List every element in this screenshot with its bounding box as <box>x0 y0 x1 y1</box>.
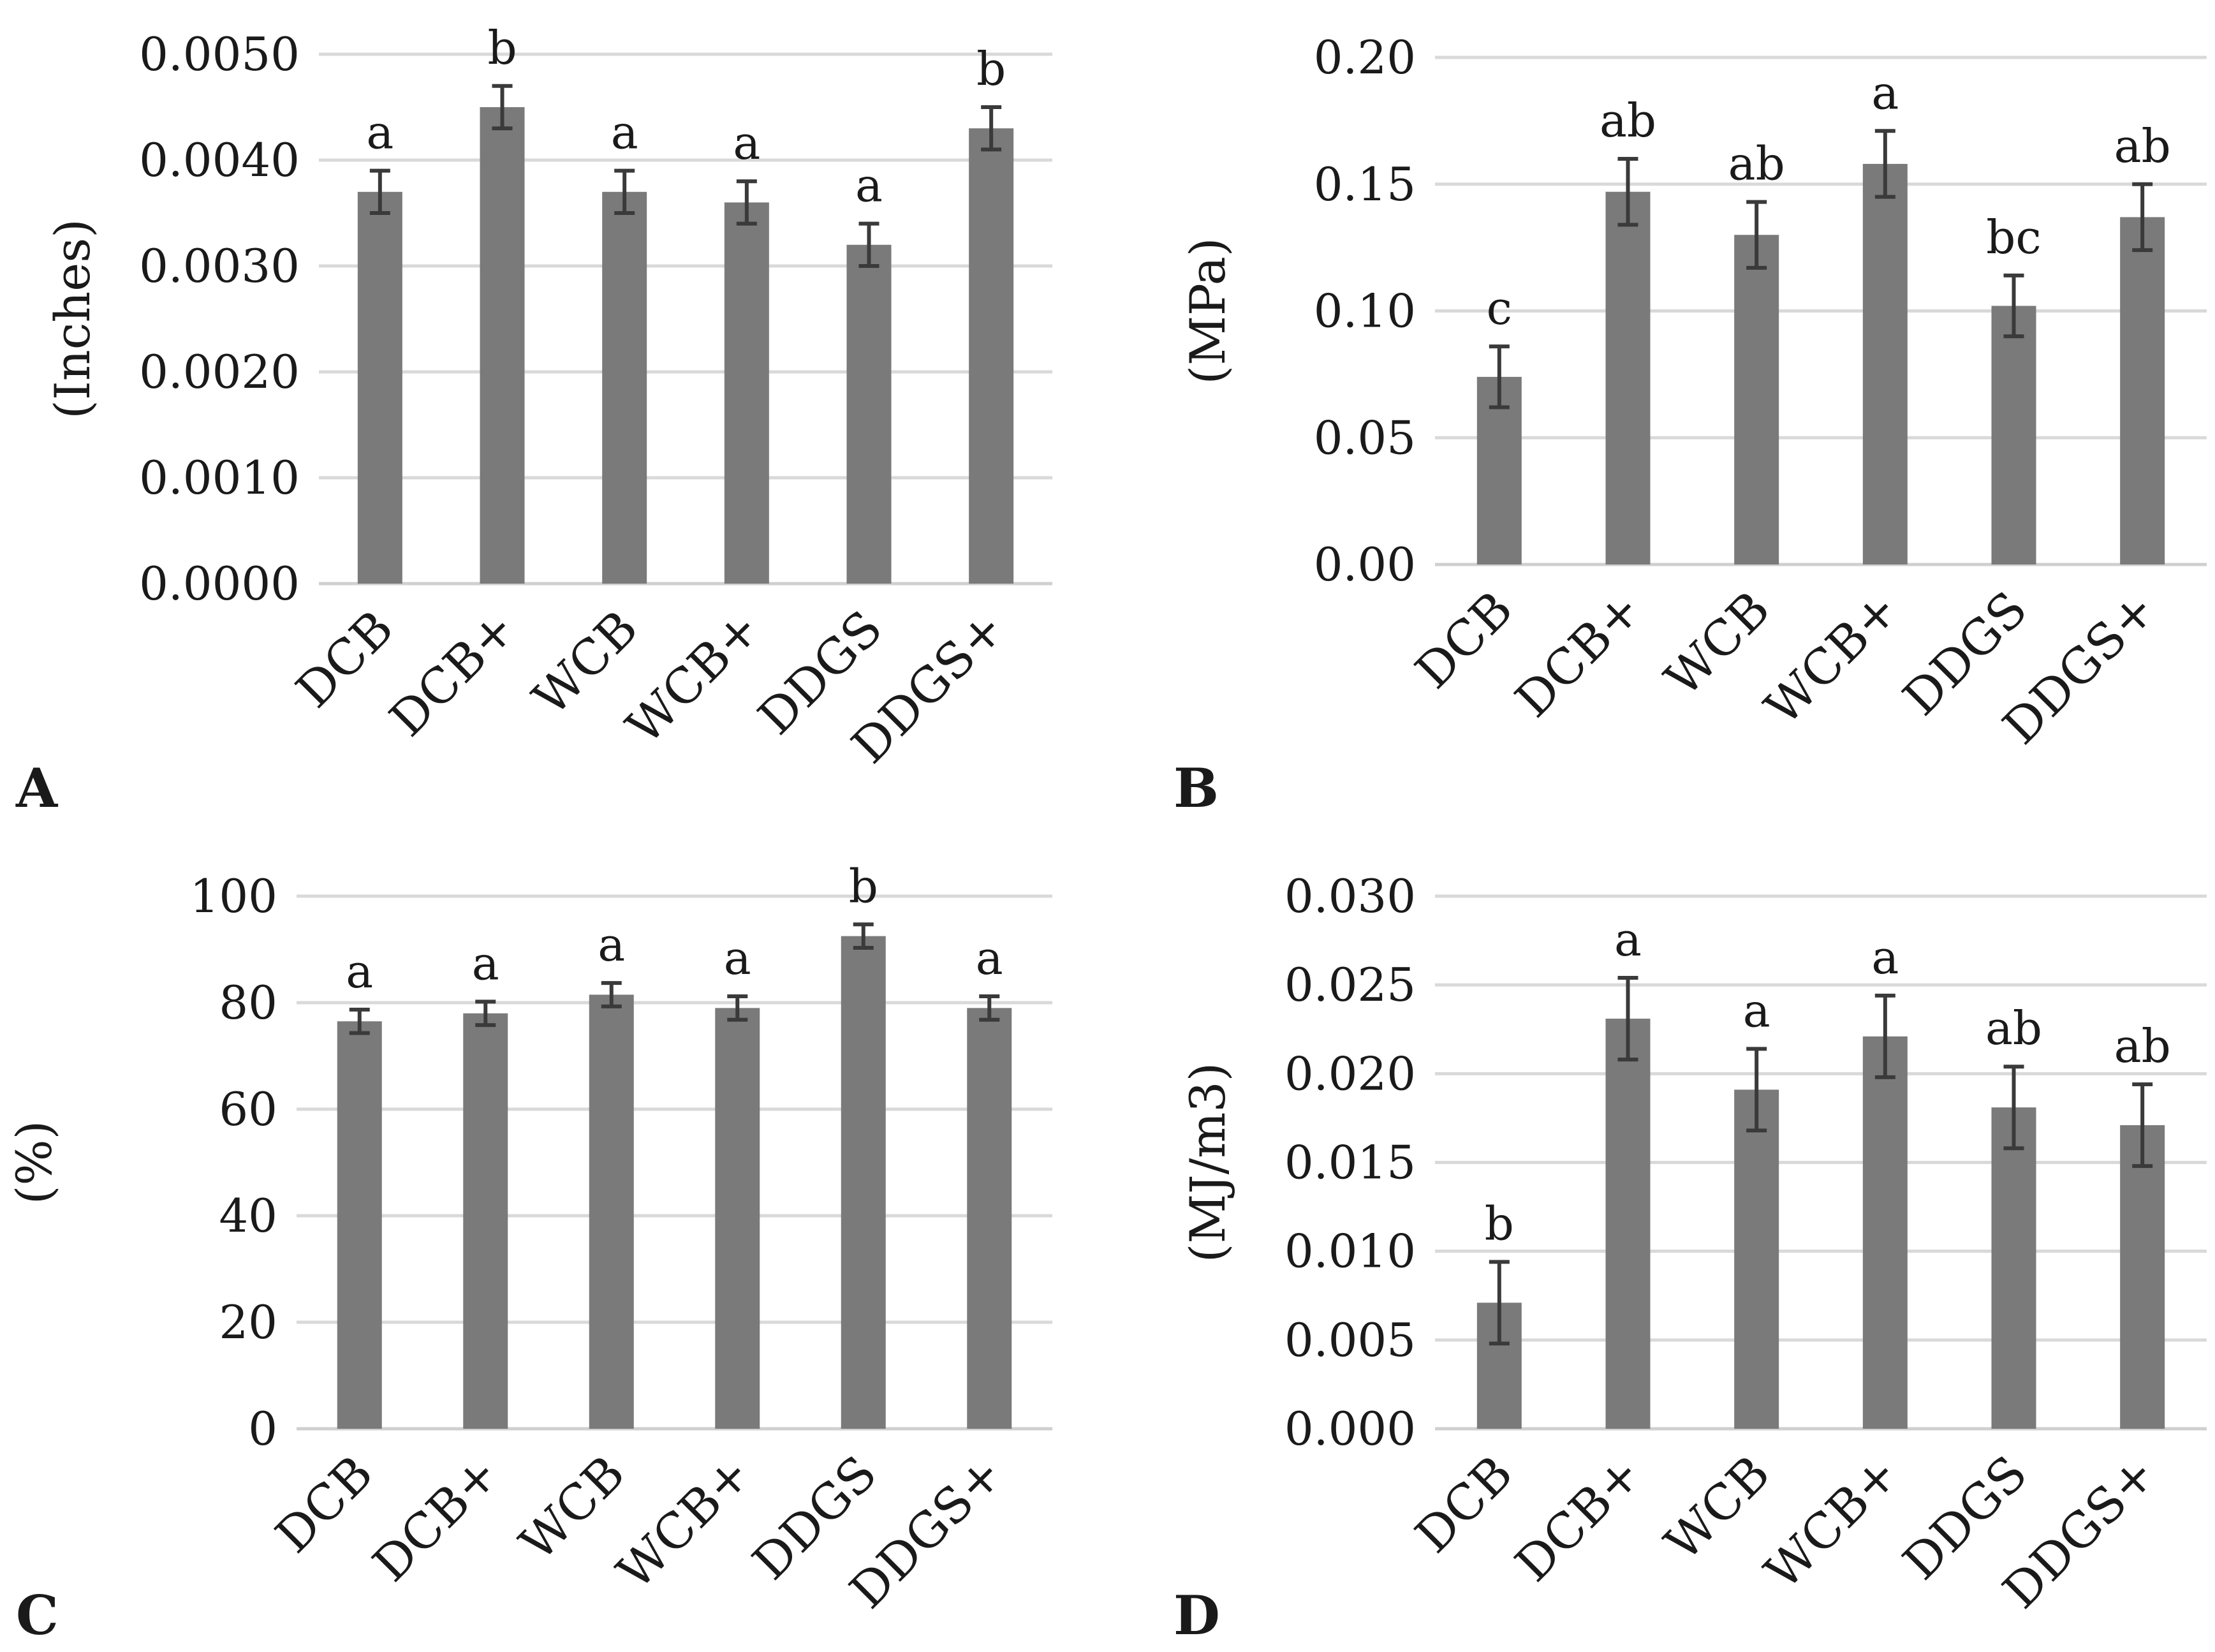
significance-letter: a <box>733 116 760 170</box>
x-tick-label: DCB+ <box>379 600 527 748</box>
significance-letter: a <box>1871 66 1899 119</box>
y-tick-label: 40 <box>219 1189 277 1243</box>
bar <box>846 244 892 584</box>
x-tick-label: DCB+ <box>1505 1445 1652 1593</box>
y-tick-label: 0.005 <box>1284 1313 1416 1367</box>
y-tick-label: 0.0040 <box>139 133 300 187</box>
chart-panel-b: 0.00 0.05 0.10 0.15 0.20 (MPa) c DCB ab DCB+ ab WCB… <box>1174 31 2207 820</box>
y-axis-label: (%) <box>6 1121 63 1205</box>
significance-letter: a <box>472 936 499 990</box>
significance-letter: ab <box>2114 119 2171 173</box>
significance-letter: a <box>1871 931 1899 984</box>
y-tick-label: 0.015 <box>1284 1136 1416 1190</box>
bar <box>967 1008 1012 1429</box>
significance-letter: a <box>855 159 883 212</box>
significance-letter: b <box>976 42 1006 96</box>
significance-letter: a <box>611 106 638 159</box>
panel-label: D <box>1174 1584 1220 1647</box>
significance-letter: bc <box>1986 210 2041 264</box>
y-tick-label: 0.20 <box>1314 31 1416 84</box>
significance-letter: a <box>724 931 751 985</box>
bar <box>589 994 634 1429</box>
y-tick-label: 0.0000 <box>139 557 300 610</box>
bar <box>1991 1107 2036 1429</box>
significance-letter: a <box>1614 913 1642 966</box>
y-tick-label: 100 <box>190 869 277 923</box>
significance-letter: ab <box>2114 1019 2171 1073</box>
bar <box>480 107 525 584</box>
chart-panel-c: 020406080100(%)aDCBaDCB+aWCBaWCB+bDDGSaD… <box>6 859 1052 1647</box>
y-tick-label: 0.0020 <box>139 345 300 399</box>
bar <box>463 1013 508 1429</box>
x-tick-label: DCB+ <box>362 1445 510 1593</box>
y-tick-label: 80 <box>219 976 277 1029</box>
significance-letter: a <box>366 106 394 159</box>
x-tick-label: WCB+ <box>1754 580 1910 736</box>
significance-letter: c <box>1487 281 1512 335</box>
bar <box>2120 217 2165 564</box>
y-tick-label: 0.020 <box>1284 1047 1416 1100</box>
bar <box>2120 1125 2165 1429</box>
bar <box>1991 306 2036 564</box>
x-tick-label: DCB <box>265 1445 384 1564</box>
y-tick-label: 0.05 <box>1314 411 1416 464</box>
y-tick-label: 0.15 <box>1314 158 1416 211</box>
y-tick-label: 0 <box>248 1402 277 1456</box>
x-tick-label: DCB <box>1404 1445 1524 1564</box>
significance-letter: a <box>598 918 625 971</box>
x-tick-label: DCB <box>1404 580 1524 700</box>
x-tick-label: WCB+ <box>615 600 771 755</box>
y-tick-label: 60 <box>219 1082 277 1136</box>
y-tick-label: 0.10 <box>1314 284 1416 338</box>
y-tick-label: 0.0010 <box>139 451 300 505</box>
bar <box>1862 1036 1908 1429</box>
bar <box>969 128 1014 584</box>
y-axis-label: (MJ/m3) <box>1179 1063 1236 1263</box>
chart-panel-a: 0.0000 0.0010 0.0020 0.0030 0.0040 0.0050 (Inc… <box>15 21 1052 820</box>
significance-letter: b <box>487 21 517 75</box>
x-tick-label: WCB+ <box>1754 1445 1910 1600</box>
bar <box>1862 163 1908 564</box>
panel-label: C <box>16 1584 59 1647</box>
y-tick-label: 0.030 <box>1284 869 1416 923</box>
x-tick-label: DCB+ <box>1505 580 1652 728</box>
y-axis-label: (MPa) <box>1179 237 1236 384</box>
bar <box>357 191 402 584</box>
bar <box>724 202 769 584</box>
panel-label: A <box>15 756 59 820</box>
y-tick-label: 20 <box>219 1295 277 1349</box>
significance-letter: a <box>976 931 1003 985</box>
significance-letter: ab <box>1600 94 1656 147</box>
bar <box>715 1008 760 1429</box>
panel-label: B <box>1174 756 1219 820</box>
significance-letter: b <box>849 859 878 913</box>
bar <box>1605 191 1651 564</box>
significance-letter: ab <box>1985 1001 2042 1055</box>
y-tick-label: 0.00 <box>1314 538 1416 591</box>
significance-letter: a <box>1743 984 1770 1037</box>
bar <box>841 936 886 1429</box>
y-tick-label: 0.0030 <box>139 239 300 293</box>
chart-panel-d: 0.000 0.005 0.010 0.015 0.020 0.025 0.030 (MJ/m… <box>1174 869 2207 1647</box>
significance-letter: b <box>1485 1197 1514 1250</box>
bar <box>1605 1019 1651 1429</box>
y-tick-label: 0.010 <box>1284 1225 1416 1278</box>
bar <box>1734 1089 1779 1429</box>
bar <box>337 1021 382 1429</box>
y-tick-label: 0.025 <box>1284 958 1416 1012</box>
y-tick-label: 0.0050 <box>139 27 300 81</box>
significance-letter: a <box>346 945 373 998</box>
bar <box>1734 235 1779 564</box>
y-axis-label: (Inches) <box>44 219 101 419</box>
significance-letter: ab <box>1728 137 1785 191</box>
y-tick-label: 0.000 <box>1284 1402 1416 1456</box>
bar <box>602 191 647 584</box>
x-tick-label: WCB+ <box>606 1445 762 1600</box>
